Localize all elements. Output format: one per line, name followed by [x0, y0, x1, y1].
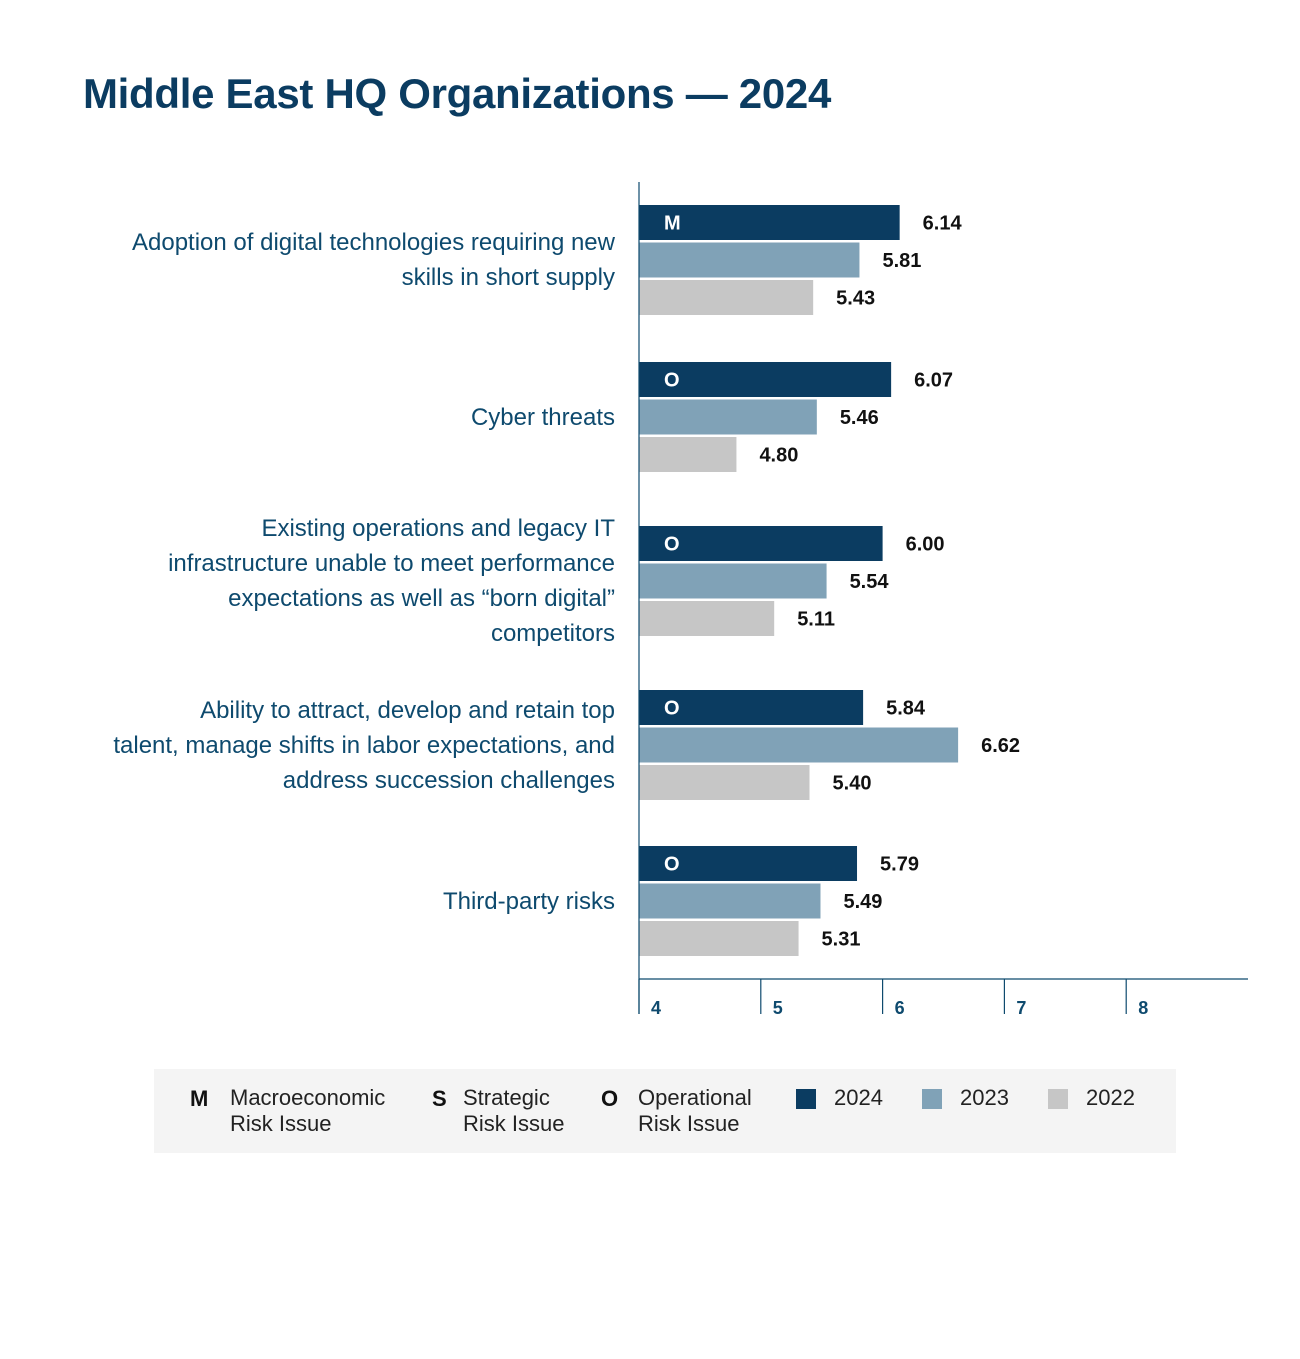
risk-code-label: O	[664, 854, 680, 876]
legend-code: M	[190, 1086, 209, 1111]
value-label: 5.49	[843, 891, 882, 913]
bar-2023	[639, 883, 821, 919]
bar-2023	[639, 399, 817, 435]
category-label-line: skills in short supply	[401, 264, 615, 291]
legend: M Macroeconomic Risk Issue S Strategic R…	[154, 1069, 1176, 1153]
legend-code: S	[432, 1086, 447, 1111]
bar-2022	[639, 601, 775, 636]
value-label: 5.40	[833, 773, 872, 795]
value-label: 6.14	[923, 213, 963, 235]
legend-year-label: 2024	[834, 1085, 883, 1110]
value-label: 5.46	[840, 407, 879, 429]
legend-item-2024: 2024	[796, 1085, 883, 1111]
bar-2024	[639, 205, 900, 240]
value-label: 6.00	[906, 534, 945, 556]
category-label-line: competitors	[490, 620, 615, 647]
value-label: 5.84	[886, 698, 926, 720]
category-label-line: Third-party risks	[442, 887, 615, 915]
category-label: Existing operations and legacy IT infrast…	[168, 511, 615, 651]
bar-chart: 6.145.81 5.43 M 6.07 5.46 4.80 O 6.00 5.54 5.11 O 5…	[638, 182, 1248, 1018]
legend-swatch	[796, 1089, 816, 1109]
legend-year-label: 2022	[1086, 1085, 1135, 1110]
category-label-line: infrastructure unable to meet performanc…	[168, 550, 615, 577]
category-label-line: expectations as well as “born digital”	[228, 585, 615, 612]
bar-2022	[639, 921, 799, 956]
category-label: Cyber threats	[471, 400, 615, 435]
value-label: 6.07	[914, 370, 953, 392]
risk-code-label: M	[664, 213, 681, 235]
value-label: 5.43	[836, 288, 875, 310]
legend-item-operational: O Operational Risk Issue	[601, 1085, 752, 1137]
category-label-line: address succession challenges	[282, 766, 615, 794]
legend-swatch	[1048, 1089, 1068, 1109]
value-label: 5.11	[797, 609, 835, 631]
category-label-line: Existing operations and legacy IT	[261, 515, 615, 542]
bar-2022	[639, 280, 814, 315]
legend-item-2023: 2023	[922, 1085, 1009, 1111]
category-label: Adoption of digital technologies requiri…	[132, 225, 615, 295]
bar-2023	[639, 563, 827, 599]
category-label-line: talent, manage shifts in labor expectati…	[113, 731, 615, 759]
legend-item-strategic: S Strategic Risk Issue	[432, 1085, 564, 1137]
category-label-line: Adoption of digital technologies requiri…	[132, 229, 615, 256]
value-label: 5.31	[822, 929, 861, 951]
legend-text: Operational Risk Issue	[638, 1085, 752, 1136]
category-label-line: Ability to attract, develop and retain t…	[200, 696, 615, 724]
bar-2022	[639, 437, 737, 472]
category-label: Ability to attract, develop and retain t…	[113, 693, 615, 798]
category-label-line: Cyber threats	[470, 403, 615, 431]
legend-year-label: 2023	[960, 1085, 1009, 1110]
legend-swatch	[922, 1089, 942, 1109]
legend-text: Strategic Risk Issue	[463, 1085, 565, 1136]
value-label: 5.81	[882, 250, 921, 272]
value-label: 5.79	[880, 854, 919, 876]
risk-code-label: O	[664, 534, 680, 556]
bar-2024	[639, 846, 858, 881]
x-tick-label: 7	[1016, 998, 1026, 1018]
chart-title: Middle East HQ Organizations — 2024	[83, 70, 832, 117]
x-tick-label: 4	[651, 998, 661, 1018]
risk-code-label: O	[664, 698, 680, 720]
category-label: Third-party risks	[443, 884, 615, 919]
value-label: 4.80	[759, 445, 798, 467]
value-label: 6.62	[981, 735, 1020, 757]
bar-2024	[639, 362, 892, 397]
legend-code: O	[601, 1086, 619, 1111]
bar-2024	[639, 690, 864, 725]
bar-2023	[639, 727, 959, 763]
bar-2023	[639, 242, 860, 278]
value-label: 5.54	[850, 571, 890, 593]
legend-item-2022: 2022	[1048, 1085, 1135, 1111]
x-tick-label: 6	[895, 998, 905, 1018]
legend-item-macroeconomic: M Macroeconomic Risk Issue	[190, 1085, 385, 1137]
risk-code-label: O	[664, 370, 680, 392]
legend-text: Macroeconomic Risk Issue	[230, 1085, 386, 1136]
x-tick-label: 8	[1138, 998, 1148, 1018]
bar-2022	[639, 765, 810, 800]
x-tick-label: 5	[773, 998, 783, 1018]
bar-2024	[639, 526, 883, 561]
